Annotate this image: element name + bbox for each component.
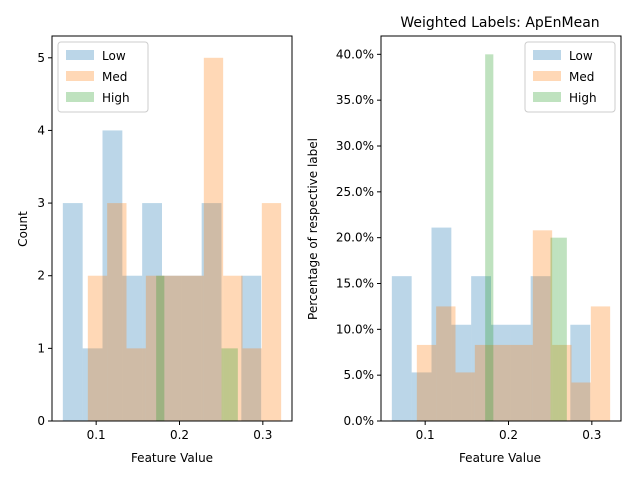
right-y-tick-label: 0.0%: [344, 414, 375, 428]
right-legend-label-low: Low: [569, 49, 593, 63]
right-x-tick-label: 0.1: [416, 428, 435, 442]
right-legend-swatch-low: [533, 50, 561, 60]
right-legend-label-high: High: [569, 91, 597, 105]
right-y-tick-label: 5.0%: [344, 368, 375, 382]
left-bar-high-9: [229, 348, 238, 421]
right-bar-low-4: [471, 276, 491, 421]
left-x-axis-label: Feature Value: [131, 451, 213, 465]
right-bar-low-3: [451, 324, 472, 421]
left-x-tick-label: 0.1: [87, 428, 106, 442]
right-x-axis-label: Feature Value: [459, 451, 541, 465]
left-bar-high-0: [156, 275, 165, 421]
left-axes-frame: [51, 35, 293, 422]
right-y-axis-label: Percentage of respective label: [306, 138, 320, 320]
right-axes-frame: [380, 35, 622, 422]
right-bar-high-9: [558, 237, 567, 421]
right-bar-low-2: [431, 227, 452, 421]
left-x-tick-label: 0.2: [170, 428, 189, 442]
left-legend-swatch-low: [66, 50, 94, 60]
left-legend-label-high: High: [102, 91, 130, 105]
left-bar-med-8: [242, 348, 262, 421]
left-bar-med-9: [261, 203, 282, 421]
left-y-axis-label: Count: [16, 211, 30, 247]
left-bar-high-8: [221, 348, 230, 421]
right-bar-med-8: [571, 382, 591, 421]
left-legend-label-med: Med: [102, 70, 127, 84]
right-histogram-panel: Weighted Labels: ApEnMean Feature Value …: [306, 15, 622, 465]
left-bar-med-3: [145, 275, 166, 421]
right-bar-med-2: [455, 372, 475, 421]
right-bar-low-6: [510, 324, 531, 421]
left-bar-med-0: [87, 275, 108, 421]
right-bar-low-9: [570, 324, 591, 421]
right-y-tick-label: 35.0%: [336, 93, 374, 107]
right-bar-high-0: [485, 54, 494, 421]
left-y-tick-label: 5: [37, 51, 45, 65]
right-y-tick-label: 25.0%: [336, 185, 374, 199]
right-y-tick-label: 40.0%: [336, 47, 374, 61]
left-bar-med-2: [126, 348, 146, 421]
right-legend: Low Med High: [524, 41, 616, 113]
right-bar-low-7: [530, 276, 551, 421]
left-x-tick-label: 0.3: [253, 428, 272, 442]
right-x-tick-label: 0.3: [582, 428, 601, 442]
left-legend-swatch-med: [66, 71, 94, 81]
left-legend-swatch-high: [66, 92, 94, 102]
right-bar-med-3: [474, 344, 495, 421]
left-bar-low-0: [62, 203, 83, 421]
right-legend-swatch-high: [533, 92, 561, 102]
right-y-tick-label: 10.0%: [336, 322, 374, 336]
right-chart-title: Weighted Labels: ApEnMean: [400, 15, 599, 31]
left-bars: [62, 57, 282, 421]
left-bar-low-5: [162, 275, 182, 421]
right-bar-med-9: [590, 306, 611, 421]
left-y-tick-label: 1: [37, 341, 45, 355]
left-legend-label-low: Low: [102, 49, 126, 63]
right-bar-med-6: [532, 230, 553, 421]
right-x-tick-label: 0.2: [499, 428, 518, 442]
right-bar-med-1: [436, 306, 456, 421]
left-bar-low-6: [181, 275, 202, 421]
left-bar-med-5: [184, 275, 204, 421]
right-bar-med-7: [552, 344, 572, 421]
right-legend-label-med: Med: [569, 70, 594, 84]
left-histogram-panel: Feature Value Count 0.1 0.2 0.3 0 1 2 3 4 5 Low Me…: [16, 35, 293, 465]
left-bar-med-4: [165, 275, 185, 421]
left-bar-med-1: [107, 203, 127, 421]
right-bar-low-1: [411, 372, 432, 421]
right-y-tick-label: 20.0%: [336, 231, 374, 245]
right-bar-med-4: [494, 344, 514, 421]
right-bar-low-5: [491, 324, 511, 421]
right-y-tick-label: 30.0%: [336, 139, 374, 153]
right-bar-high-8: [550, 237, 559, 421]
left-bar-low-3: [122, 275, 143, 421]
right-bar-low-0: [391, 276, 412, 421]
left-y-tick-label: 3: [37, 196, 45, 210]
left-bar-med-6: [203, 57, 224, 421]
left-bar-low-2: [102, 130, 123, 421]
right-legend-box: [524, 41, 616, 113]
left-y-tick-label: 4: [37, 123, 45, 137]
left-y-tick-label: 0: [37, 414, 45, 428]
left-bar-low-1: [82, 348, 103, 421]
right-bars: [391, 54, 611, 421]
left-legend: Low Med High: [57, 41, 149, 113]
right-legend-swatch-med: [533, 71, 561, 81]
left-bar-low-7: [201, 203, 222, 421]
left-bar-med-7: [223, 275, 243, 421]
right-bar-med-0: [416, 344, 437, 421]
right-bar-med-5: [513, 344, 533, 421]
left-legend-box: [57, 41, 149, 113]
left-bar-low-4: [142, 203, 162, 421]
left-bar-low-9: [241, 275, 262, 421]
left-y-tick-label: 2: [37, 269, 45, 283]
right-y-tick-label: 15.0%: [336, 277, 374, 291]
